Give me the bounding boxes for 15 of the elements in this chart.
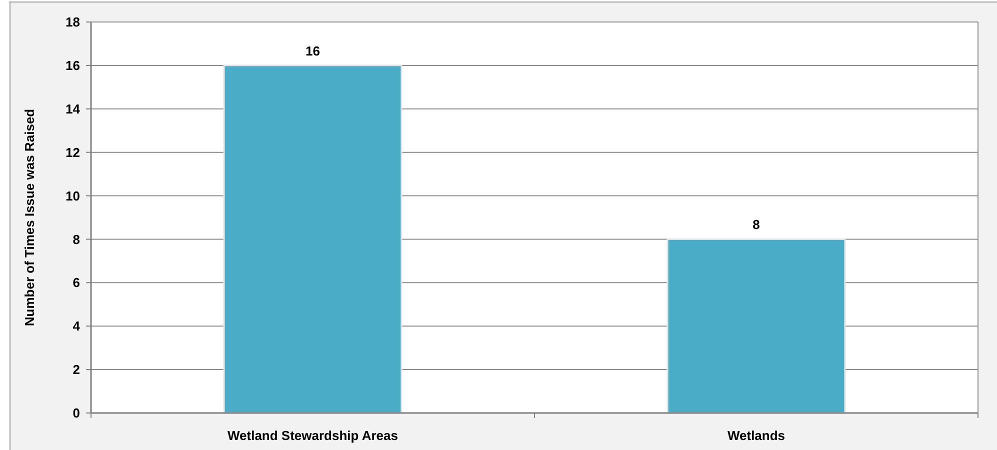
x-tick-label: Wetland Stewardship Areas <box>228 428 398 443</box>
y-tick-label: 12 <box>66 144 80 160</box>
y-tick-label: 0 <box>72 406 80 421</box>
y-tick-label: 2 <box>72 362 80 378</box>
y-tick-label: 6 <box>72 275 80 290</box>
y-tick-label: 14 <box>66 101 81 116</box>
y-tick-label: 10 <box>66 188 80 204</box>
y-tick-label: 4 <box>72 318 81 334</box>
data-label: 16 <box>306 43 320 58</box>
y-tick-label: 18 <box>66 14 80 30</box>
y-tick-label: 8 <box>72 232 80 247</box>
x-tick-label: Wetlands <box>727 428 786 443</box>
data-label: 8 <box>752 217 760 232</box>
y-axis-title: Number of Times Issue was Raised <box>22 108 37 326</box>
y-tick-label: 16 <box>66 58 80 73</box>
